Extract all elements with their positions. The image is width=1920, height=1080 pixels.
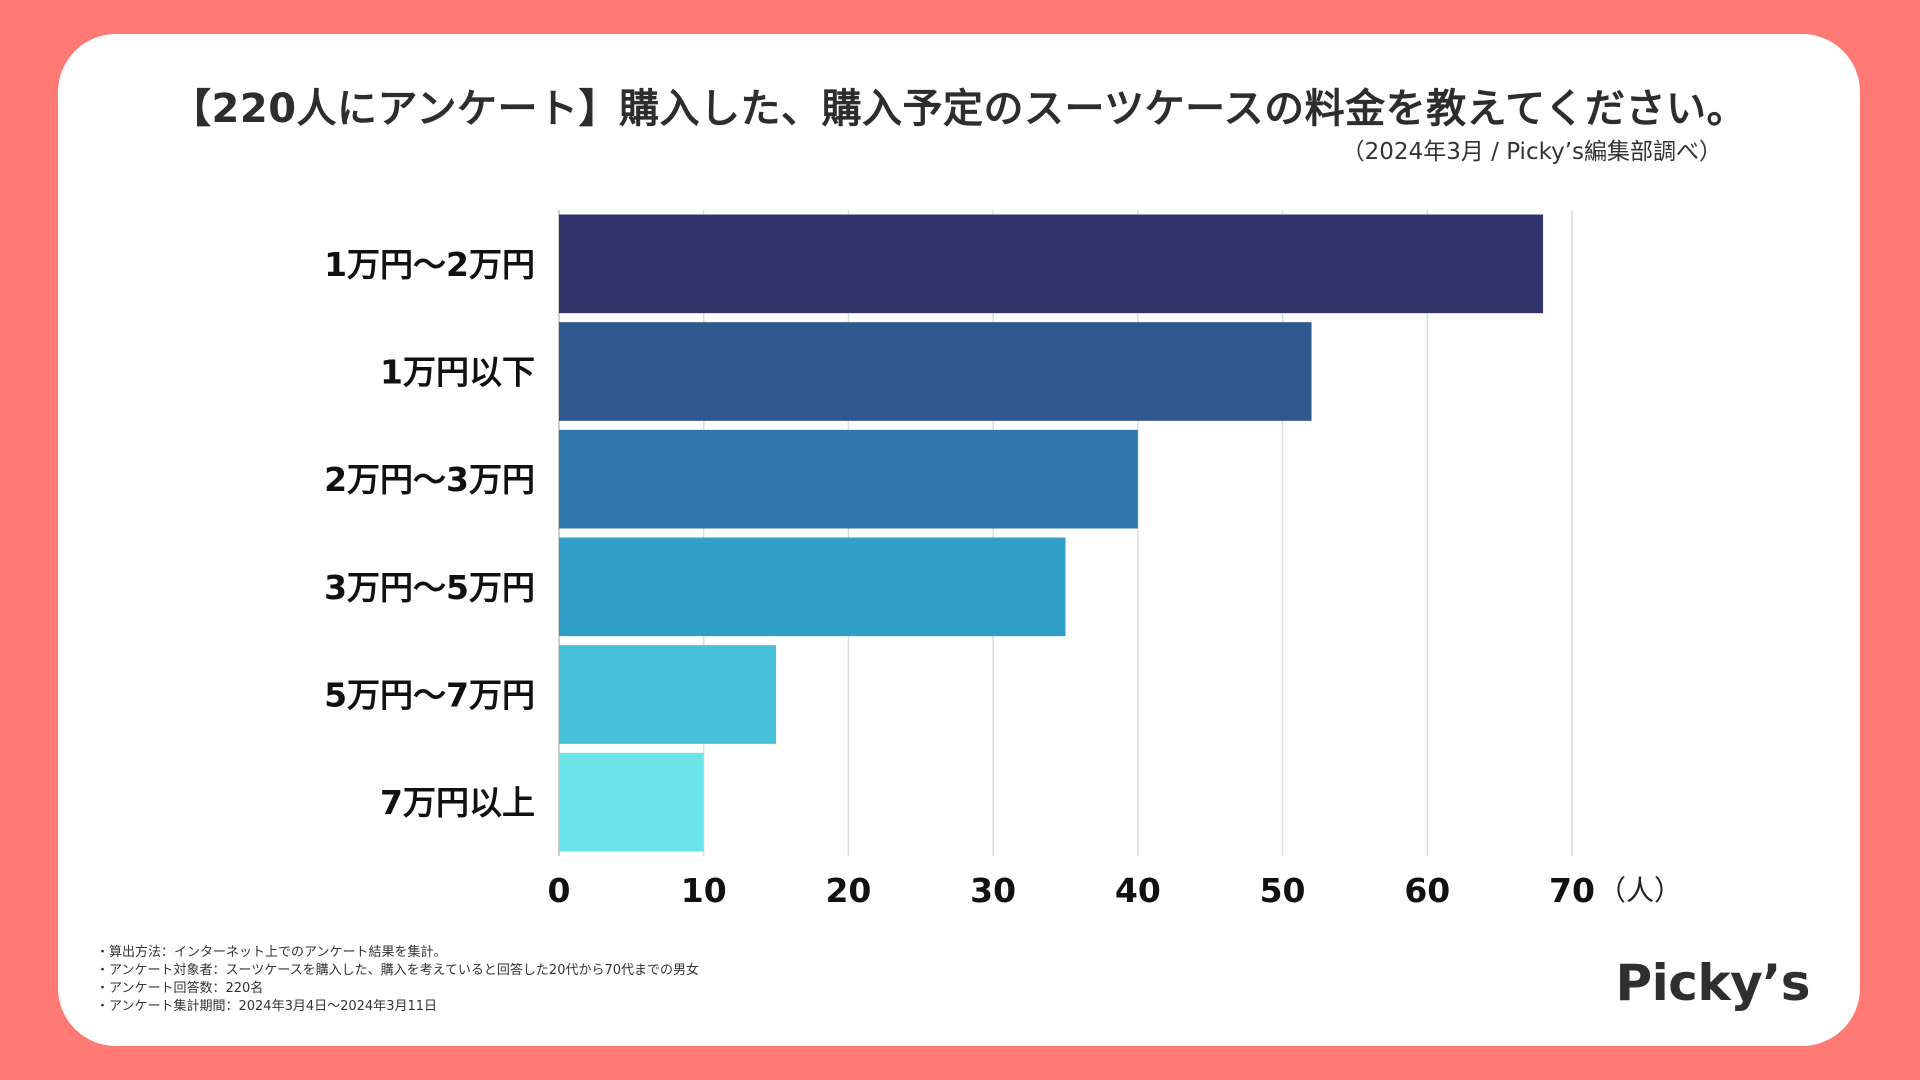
source-note: （2024年3月 / Picky’s編集部調べ） [1341,139,1722,165]
pickys-logo: Picky’s [1615,954,1810,1012]
category-label-3: 2万円〜3万円 [324,460,535,499]
chart-title: 【220人にアンケート】購入した、購入予定のスーツケースの料金を教えてください。 [171,86,1747,132]
bar-6 [559,752,704,852]
bar-4 [559,537,1066,637]
survey-notes: ・算出方法：インターネット上でのアンケート結果を集計。 ・アンケート対象者：スー… [96,944,699,1016]
x-tick-label-0: 0 [548,871,571,910]
category-label-6: 7万円以上 [380,783,535,822]
category-label-4: 3万円〜5万円 [324,568,535,607]
bar-3 [559,429,1138,529]
x-tick-label-70: 70 [1549,871,1595,910]
category-label-5: 5万円〜7万円 [324,676,535,715]
x-tick-label-30: 30 [970,871,1016,910]
x-tick-label-40: 40 [1115,871,1161,910]
x-tick-label-10: 10 [681,871,727,910]
bar-2 [559,322,1312,421]
category-label-2: 1万円以下 [380,353,535,392]
note-method: ・算出方法：インターネット上でのアンケート結果を集計。 [96,945,447,960]
bar-5 [559,645,777,744]
x-tick-label-20: 20 [825,871,871,910]
note-target: ・アンケート対象者：スーツケースを購入した、購入を考えていると回答した20代から… [96,963,700,978]
x-axis-unit-label: （人） [1598,874,1682,907]
bar-chart: 1万円〜2万円 1万円以下 2万円〜3万円 3万円〜5万円 5万円〜7万円 7万円以上 0 1… [324,210,1682,910]
x-tick-label-60: 60 [1404,871,1450,910]
note-period: ・アンケート集計期間：2024年3月4日〜2024年3月11日 [96,999,438,1014]
x-tick-label-50: 50 [1260,871,1306,910]
chart-card: 【220人にアンケート】購入した、購入予定のスーツケースの料金を教えてください。… [58,34,1860,1046]
bar-1 [559,214,1544,314]
category-label-1: 1万円〜2万円 [324,245,535,284]
note-count: ・アンケート回答数：220名 [96,981,264,996]
